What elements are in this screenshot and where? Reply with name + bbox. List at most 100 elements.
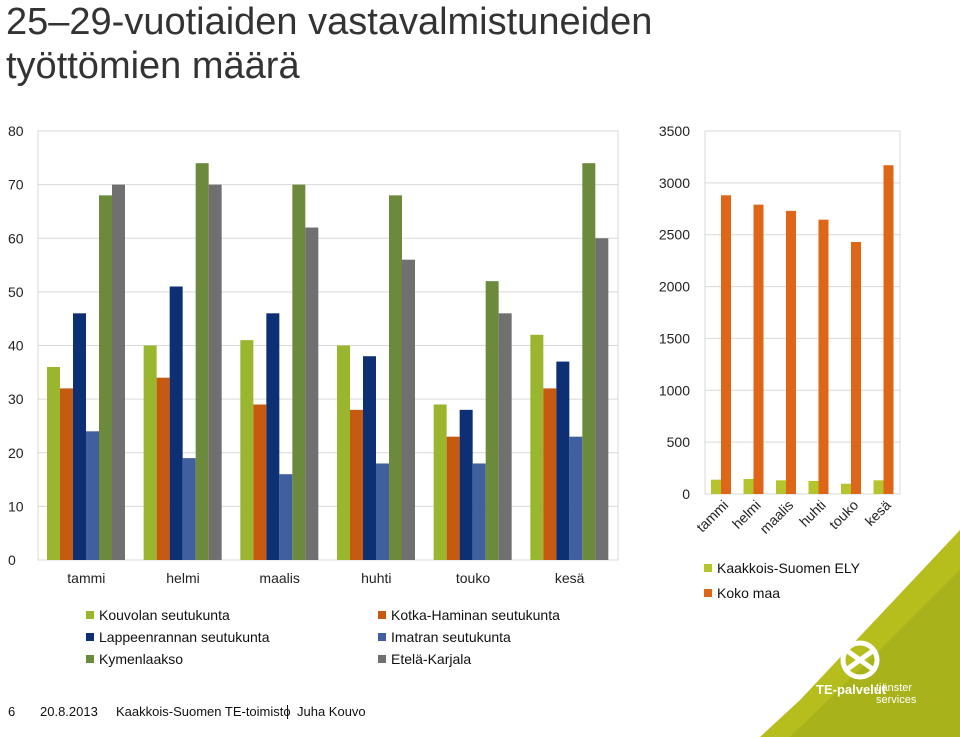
bar: [266, 313, 280, 560]
bar: [883, 165, 894, 494]
legend-item-kymenlaakso: Kymenlaakso: [86, 651, 183, 667]
y-tick-label: 10: [8, 498, 24, 514]
bar: [195, 163, 209, 561]
y-tick-label: 500: [667, 434, 691, 450]
te-palvelut-logo-icon: [840, 640, 880, 680]
bar: [776, 480, 786, 494]
y-tick-label: 20: [8, 445, 24, 461]
bar: [582, 163, 596, 561]
page-number: 6: [8, 704, 16, 719]
y-tick-label: 40: [8, 338, 24, 354]
x-tick-label: huhti: [796, 497, 829, 530]
legend-swatch: [378, 655, 386, 663]
bar: [873, 480, 884, 494]
footer-office: Kaakkois-Suomen TE-toimisto: [116, 704, 291, 719]
legend-label: Kaakkois-Suomen ELY: [717, 560, 860, 576]
bar: [841, 483, 851, 494]
legend-item-etela-karjala: Etelä-Karjala: [378, 651, 471, 667]
legend-label: Imatran seutukunta: [391, 629, 511, 645]
y-tick-label: 2000: [659, 279, 690, 295]
y-tick-label: 1500: [659, 330, 690, 346]
legend-item-koko-maa: Koko maa: [704, 585, 780, 601]
y-tick-label: 3500: [659, 123, 690, 139]
y-tick-label: 70: [8, 177, 24, 193]
legend-label: Lappeenrannan seutukunta: [99, 629, 270, 645]
logo-tagline-line1: tjänster: [876, 682, 913, 694]
bar: [786, 210, 796, 495]
bar: [808, 480, 819, 494]
bar: [459, 409, 473, 560]
legend-item-ely: Kaakkois-Suomen ELY: [704, 560, 860, 576]
legend-swatch: [86, 633, 94, 641]
bar: [851, 241, 861, 494]
legend-item-imatra: Imatran seutukunta: [378, 629, 511, 645]
bar: [721, 195, 731, 494]
y-tick-label: 0: [682, 486, 690, 502]
logo-name: TE-palvelut: [816, 682, 887, 697]
bar: [253, 404, 267, 560]
bar: [169, 286, 183, 560]
x-tick-label: helmi: [166, 570, 199, 586]
bar: [112, 184, 125, 560]
bar: [73, 313, 86, 560]
legend-swatch: [378, 633, 386, 641]
legend-swatch: [378, 611, 386, 619]
bar: [337, 345, 350, 560]
bar: [240, 340, 254, 560]
bar: [376, 463, 389, 560]
legend-item-kotka: Kotka-Haminan seutukunta: [378, 607, 560, 623]
bar: [389, 195, 402, 560]
bar: [279, 474, 293, 560]
footer-date: 20.8.2013: [40, 704, 98, 719]
legend-label: Koko maa: [717, 585, 781, 601]
bar: [472, 463, 486, 560]
bar: [99, 195, 112, 560]
logo-tagline-line2: services: [876, 694, 917, 706]
x-tick-label: huhti: [361, 570, 391, 586]
x-tick-label: tammi: [67, 570, 105, 586]
bar: [711, 479, 721, 494]
bar: [143, 345, 157, 560]
bar: [47, 366, 60, 560]
x-tick-label: maalis: [259, 570, 299, 586]
bar: [595, 238, 609, 560]
title-line-1: 25–29-vuotiaiden vastavalmistuneiden: [6, 1, 653, 43]
bar: [363, 356, 376, 560]
chart-regions: 0 10 20 30 40 50 60 70 80 tammi helmi maalis huhti to…: [8, 123, 619, 586]
bar: [182, 458, 196, 560]
footer-author: Juha Kouvo: [297, 704, 366, 719]
slide-footer: 6 20.8.2013 Kaakkois-Suomen TE-toimisto …: [0, 698, 960, 724]
bar: [485, 281, 499, 560]
y-tick-label: 60: [8, 230, 24, 246]
bar: [530, 334, 544, 560]
legend-label: Kymenlaakso: [99, 651, 184, 667]
legend-swatch: [704, 589, 712, 597]
bar: [86, 431, 99, 560]
y-tick-label: 50: [8, 284, 24, 300]
logo-tagline: tjänster services: [876, 682, 946, 706]
bar: [292, 184, 306, 560]
legend-label: Kotka-Haminan seutukunta: [391, 607, 560, 623]
y-tick-label: 2500: [659, 227, 690, 243]
bar: [446, 436, 460, 560]
y-tick-label: 80: [8, 123, 24, 139]
x-tick-label: touko: [456, 570, 490, 586]
x-tick-label: tammi: [693, 497, 731, 535]
title-line-2: työttömien määrä: [6, 45, 300, 87]
bar: [743, 478, 754, 494]
x-tick-label: touko: [826, 497, 862, 533]
bar: [208, 184, 222, 560]
x-tick-label: kesä: [862, 497, 894, 529]
slide-title: 25–29-vuotiaiden vastavalmistuneiden työ…: [6, 0, 806, 88]
bar: [498, 313, 512, 560]
bar: [402, 259, 415, 560]
chart-ely-vs-country: 0500100015002000250030003500tammihelmima…: [659, 123, 901, 537]
plot-area: [704, 130, 901, 495]
bar: [556, 361, 570, 560]
bar: [818, 219, 829, 494]
bar: [569, 436, 583, 560]
bar: [753, 204, 764, 494]
y-tick-label: 3000: [659, 175, 690, 191]
bar: [60, 388, 73, 560]
legend-item-lappeenranta: Lappeenrannan seutukunta: [86, 629, 269, 645]
